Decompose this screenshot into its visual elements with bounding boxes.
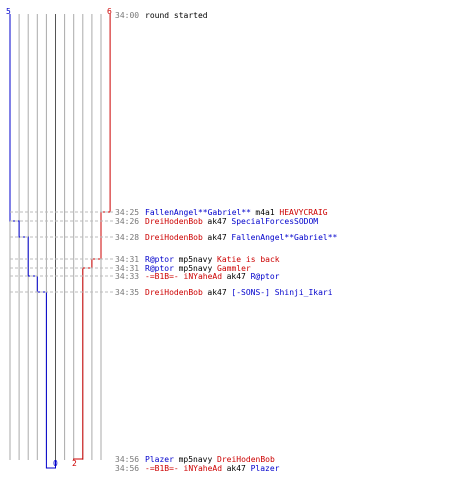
team-count-lines — [9, 14, 111, 469]
event-weapon: mp5navy — [179, 255, 213, 264]
event-weapon: ak47 — [207, 288, 226, 297]
log-row: 34:26 DreiHodenBob ak47 SpecialForcesSODOM — [115, 217, 318, 226]
event-time: 34:28 — [115, 233, 139, 242]
event-time: 34:26 — [115, 217, 139, 226]
event-weapon: ak47 — [227, 272, 246, 281]
log-row: 34:28 DreiHodenBob ak47 FallenAngel**Gabrie… — [115, 233, 338, 242]
event-killer: DreiHodenBob — [145, 233, 203, 242]
event-victim: FallenAngel**Gabriel** — [231, 233, 337, 242]
event-weapon: ak47 — [227, 464, 246, 473]
event-killer: R@ptor — [145, 264, 174, 273]
event-text: round started — [145, 11, 208, 20]
event-weapon: ak47 — [207, 233, 226, 242]
red-end-count: 2 — [72, 459, 77, 468]
event-time: 34:31 — [115, 264, 139, 273]
log-row: 34:31 R@ptor mp5navy Katie is back — [115, 255, 280, 264]
event-victim: HEAVYCRAIG — [279, 208, 327, 217]
event-guide-lines — [10, 211, 113, 293]
event-killer: DreiHodenBob — [145, 288, 203, 297]
event-killer: FallenAngel**Gabriel** — [145, 208, 251, 217]
event-victim: Plazer — [251, 464, 280, 473]
event-time: 34:35 — [115, 288, 139, 297]
blue-end-count: 0 — [53, 459, 58, 468]
blue-team-count-line — [9, 14, 56, 469]
event-victim: DreiHodenBob — [217, 455, 275, 464]
log-row: 34:33 -=B1B=- iNYaheAd ak47 R@ptor — [115, 272, 280, 281]
log-row: 34:31 R@ptor mp5navy Gammler — [115, 264, 251, 273]
event-killer: DreiHodenBob — [145, 217, 203, 226]
event-victim: Katie is back — [217, 255, 280, 264]
event-killer: -=B1B=- iNYaheAd — [145, 464, 222, 473]
event-time: 34:25 — [115, 208, 139, 217]
log-row: 34:00 round started — [115, 11, 208, 20]
red-start-count: 6 — [107, 7, 112, 16]
event-time: 34:31 — [115, 255, 139, 264]
log-row: 34:56 -=B1B=- iNYaheAd ak47 Plazer — [115, 464, 280, 473]
log-row: 34:35 DreiHodenBob ak47 [-SONS-] Shinji_Ika… — [115, 288, 333, 297]
event-victim: [-SONS-] Shinji_Ikari — [231, 288, 332, 297]
event-killer: Plazer — [145, 455, 174, 464]
event-time: 34:56 — [115, 455, 139, 464]
event-weapon: mp5navy — [179, 264, 213, 273]
event-victim: SpecialForcesSODOM — [231, 217, 318, 226]
event-log: 34:00 round started 34:25 FallenAngel**Gabr… — [115, 11, 338, 473]
event-weapon: ak47 — [207, 217, 226, 226]
event-time: 34:33 — [115, 272, 139, 281]
event-weapon: mp5navy — [179, 455, 213, 464]
event-time: 34:56 — [115, 464, 139, 473]
blue-start-count: 5 — [6, 7, 11, 16]
log-row: 34:25 FallenAngel**Gabriel** m4a1 HEAVYCRAI… — [115, 208, 328, 217]
event-time: 34:00 — [115, 11, 139, 20]
event-weapon: m4a1 — [255, 208, 274, 217]
event-victim: Gammler — [217, 264, 251, 273]
event-victim: R@ptor — [251, 272, 280, 281]
log-row: 34:56 Plazer mp5navy DreiHodenBob — [115, 455, 275, 464]
event-killer: R@ptor — [145, 255, 174, 264]
event-killer: -=B1B=- iNYaheAd — [145, 272, 222, 281]
